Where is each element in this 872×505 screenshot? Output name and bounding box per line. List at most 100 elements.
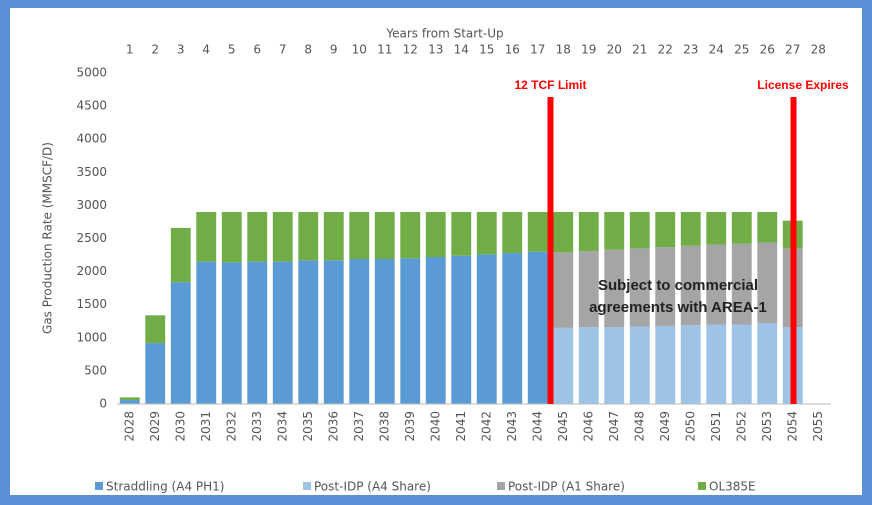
bar-segment bbox=[425, 257, 446, 404]
bar-segment bbox=[247, 212, 268, 262]
x-tick-label: 2031 bbox=[199, 411, 213, 442]
top-tick-label: 19 bbox=[581, 43, 596, 57]
bar-segment bbox=[400, 212, 421, 259]
y-tick-label: 2500 bbox=[76, 231, 107, 245]
bar-segment bbox=[298, 212, 319, 261]
x-tick-label: 2028 bbox=[122, 411, 136, 442]
x-tick-label: 2052 bbox=[734, 411, 748, 442]
bar-segment bbox=[221, 212, 242, 263]
top-tick-label: 2 bbox=[151, 43, 159, 57]
bar-segment bbox=[527, 251, 548, 404]
y-tick-label: 0 bbox=[99, 397, 107, 411]
x-tick-label: 2042 bbox=[479, 411, 493, 442]
y-tick-label: 2000 bbox=[76, 264, 107, 278]
bar-segment bbox=[655, 212, 676, 248]
legend-swatch bbox=[497, 482, 505, 490]
top-tick-label: 10 bbox=[352, 43, 367, 57]
annotation: Subject to commercial bbox=[598, 277, 758, 294]
bar-segment bbox=[425, 212, 446, 258]
bar-segment bbox=[502, 212, 523, 254]
top-tick-label: 3 bbox=[177, 43, 185, 57]
bar-segment bbox=[578, 251, 599, 328]
top-tick-label: 18 bbox=[556, 43, 571, 57]
bar-segment bbox=[374, 259, 395, 404]
bar-segment bbox=[629, 326, 650, 404]
top-tick-label: 24 bbox=[709, 43, 724, 57]
x-tick-label: 2046 bbox=[581, 411, 595, 442]
x-tick-label: 2047 bbox=[607, 411, 621, 442]
legend-label: Post-IDP (A4 Share) bbox=[314, 480, 431, 494]
bar-segment bbox=[553, 327, 574, 404]
bar-segment bbox=[604, 249, 625, 328]
y-tick-label: 4500 bbox=[76, 99, 107, 113]
bar-segment bbox=[145, 315, 166, 344]
annotation: agreements with AREA-1 bbox=[589, 299, 767, 316]
bar-segment bbox=[119, 397, 140, 401]
bar-segment bbox=[680, 325, 701, 404]
top-tick-label: 27 bbox=[785, 43, 800, 57]
legend-label: OL385E bbox=[709, 480, 756, 494]
x-tick-label: 2030 bbox=[173, 411, 187, 442]
x-tick-label: 2037 bbox=[352, 411, 366, 442]
x-tick-label: 2040 bbox=[428, 411, 442, 442]
x-tick-label: 2050 bbox=[683, 411, 697, 442]
y-tick-label: 1000 bbox=[76, 330, 107, 344]
bar-segment bbox=[170, 282, 191, 404]
bar-segment bbox=[196, 212, 217, 262]
bar-segment bbox=[476, 254, 497, 404]
x-tick-label: 2035 bbox=[301, 411, 315, 442]
legend-label: Post-IDP (A1 Share) bbox=[508, 480, 625, 494]
bar-segment bbox=[680, 212, 701, 246]
x-tick-label: 2034 bbox=[275, 411, 289, 442]
top-tick-label: 8 bbox=[304, 43, 312, 57]
bar-segment bbox=[629, 212, 650, 249]
y-tick-label: 3500 bbox=[76, 165, 107, 179]
top-tick-label: 5 bbox=[228, 43, 236, 57]
y-tick-label: 500 bbox=[84, 363, 107, 377]
bar-segment bbox=[323, 212, 344, 261]
bar-segment bbox=[451, 255, 472, 404]
bar-segment bbox=[553, 212, 574, 253]
bar-segment bbox=[298, 260, 319, 404]
bar-segment bbox=[655, 325, 676, 404]
bar-segment bbox=[349, 259, 370, 404]
top-tick-label: 6 bbox=[253, 43, 261, 57]
bar-segment bbox=[247, 261, 268, 404]
bar-segment bbox=[451, 212, 472, 256]
bar-segment bbox=[553, 252, 574, 328]
x-tick-label: 2048 bbox=[632, 411, 646, 442]
top-tick-label: 7 bbox=[279, 43, 287, 57]
bar-segment bbox=[757, 323, 778, 404]
top-tick-label: 20 bbox=[607, 43, 622, 57]
top-tick-label: 23 bbox=[683, 43, 698, 57]
bar-segment bbox=[757, 212, 778, 243]
marker-line bbox=[547, 97, 554, 404]
bar-segment bbox=[578, 327, 599, 404]
x-tick-label: 2051 bbox=[709, 411, 723, 442]
marker-label: 12 TCF Limit bbox=[514, 78, 586, 92]
top-tick-label: 16 bbox=[505, 43, 520, 57]
bar-segment bbox=[706, 212, 727, 245]
x-tick-label: 2053 bbox=[760, 411, 774, 442]
y-tick-label: 4000 bbox=[76, 132, 107, 146]
bar-segment bbox=[196, 261, 217, 404]
top-tick-label: 22 bbox=[658, 43, 673, 57]
bar-segment bbox=[680, 245, 701, 326]
bar-segment bbox=[502, 253, 523, 404]
x-tick-label: 2043 bbox=[505, 411, 519, 442]
x-tick-label: 2036 bbox=[326, 411, 340, 442]
top-tick-label: 28 bbox=[811, 43, 826, 57]
bar-segment bbox=[119, 400, 140, 404]
top-tick-label: 14 bbox=[454, 43, 469, 57]
top-tick-label: 17 bbox=[530, 43, 545, 57]
bar-segment bbox=[349, 212, 370, 260]
bar-segment bbox=[221, 262, 242, 404]
bar-segment bbox=[578, 212, 599, 252]
legend-swatch bbox=[303, 482, 311, 490]
top-tick-label: 13 bbox=[428, 43, 443, 57]
y-tick-label: 3000 bbox=[76, 198, 107, 212]
bar-segment bbox=[706, 324, 727, 404]
y-tick-label: 5000 bbox=[76, 66, 107, 80]
top-tick-label: 4 bbox=[202, 43, 210, 57]
